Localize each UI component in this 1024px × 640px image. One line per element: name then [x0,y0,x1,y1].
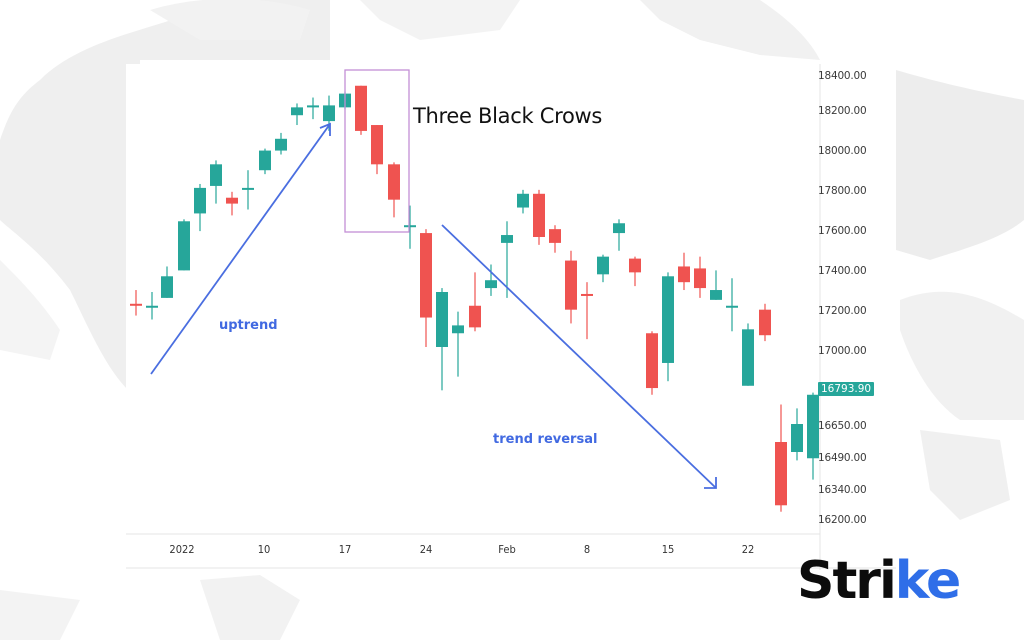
y-tick-label: 18400.00 [818,70,867,82]
candle[interactable] [226,191,238,216]
candle[interactable] [371,125,383,175]
last-price-badge: 16793.90 [818,382,875,396]
candle[interactable] [694,256,706,298]
reversal-arrowhead-icon [704,477,717,489]
reversal-arrow-icon [441,224,717,489]
x-tick-label: 17 [338,543,352,556]
candle[interactable] [307,97,319,120]
candle[interactable] [726,278,738,332]
candle[interactable] [388,162,400,218]
candle[interactable] [565,250,577,324]
strike-logo: Strike [797,555,961,607]
candle[interactable] [194,183,206,232]
candle[interactable] [469,272,481,332]
y-tick-label: 16340.00 [818,484,867,496]
candle[interactable] [130,290,142,316]
y-tick-label: 17600.00 [818,225,867,237]
uptrend-arrow-icon [150,123,331,375]
candle[interactable] [452,311,464,377]
candle[interactable] [646,331,658,395]
candle[interactable] [533,189,545,245]
candle[interactable] [161,266,173,298]
y-tick-label: 18200.00 [818,105,867,117]
candle[interactable] [517,189,529,214]
x-tick-label: Feb [498,543,516,556]
pattern-title-label: Three Black Crows [413,104,603,128]
candlestick-chart[interactable]: 18400.00 18200.00 18000.00 17800.00 17600.00… [126,64,896,570]
candle[interactable] [146,292,158,320]
candle[interactable] [629,256,641,287]
uptrend-label: uptrend [219,318,278,333]
candle[interactable] [420,229,432,347]
candles-group [130,85,819,512]
x-tick-label: 8 [583,543,591,556]
candle[interactable] [259,148,271,175]
x-tick-label: 15 [661,543,675,556]
x-tick-label: 10 [257,543,271,556]
candle[interactable] [210,160,222,204]
candle[interactable] [791,408,803,461]
candle[interactable] [404,205,416,249]
y-tick-label: 16650.00 [818,420,867,432]
y-tick-label: 17800.00 [818,185,867,197]
y-tick-label: 17400.00 [818,265,867,277]
candle[interactable] [436,288,448,391]
y-tick-label: 16490.00 [818,452,867,464]
candle[interactable] [178,219,190,271]
x-tick-label: 2022 [169,543,195,556]
candle[interactable] [242,170,254,210]
x-tick-label: 24 [419,543,433,556]
candle[interactable] [613,219,625,251]
trend-reversal-label: trend reversal [493,432,598,447]
x-tick-label: 22 [741,543,755,556]
candle[interactable] [275,132,287,155]
three-black-crows-highlight-box [344,69,410,233]
candle[interactable] [742,323,754,386]
y-tick-label: 17200.00 [818,305,867,317]
candle[interactable] [485,264,497,296]
candle[interactable] [662,272,674,382]
candle[interactable] [355,85,367,135]
candle[interactable] [291,103,303,126]
candle[interactable] [597,254,609,283]
candle[interactable] [678,252,690,291]
candle[interactable] [581,282,593,340]
y-tick-label: 17000.00 [818,345,867,357]
candle[interactable] [549,225,561,253]
y-tick-label: 16200.00 [818,514,867,526]
uptrend-arrowhead-icon [319,122,331,136]
candle[interactable] [710,270,722,300]
logo-text-accent: ke [894,551,961,611]
candle[interactable] [807,392,819,480]
logo-text-main: Stri [797,551,897,611]
candle[interactable] [775,404,787,512]
y-tick-label: 18000.00 [818,145,867,157]
plot-area[interactable] [126,64,896,570]
candle[interactable] [759,303,771,342]
candle[interactable] [501,221,513,298]
